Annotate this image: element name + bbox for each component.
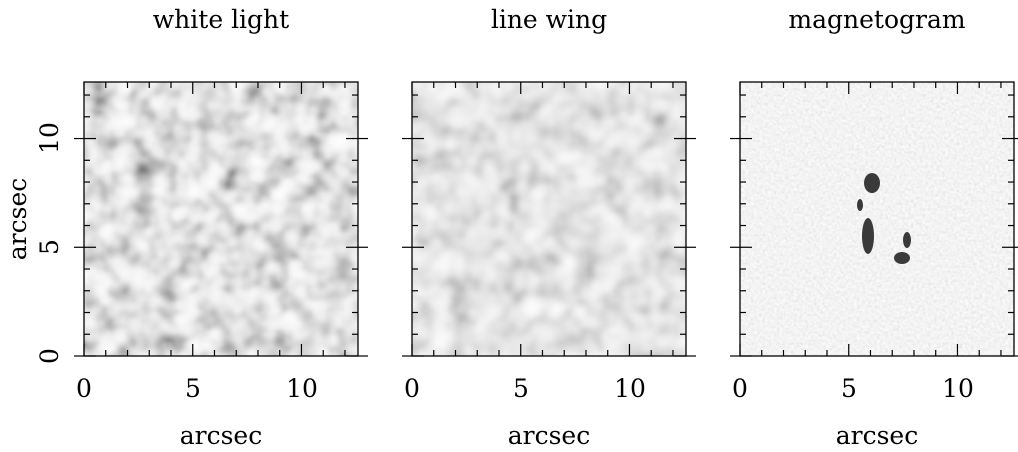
x-tick-label: 0 — [76, 374, 92, 403]
x-axis-label: arcsec — [508, 421, 590, 448]
x-tick-label: 10 — [286, 374, 318, 403]
x-tick-label: 10 — [614, 374, 646, 403]
white-light-frame — [83, 81, 359, 357]
x-tick-label: 5 — [841, 374, 857, 403]
y-axis-label: arcsec — [3, 178, 32, 260]
line-wing-frame — [411, 81, 687, 357]
magnetogram-image — [740, 82, 1014, 356]
panel-title-line-wing: line wing — [491, 5, 607, 34]
x-axis-label: arcsec — [836, 421, 918, 448]
line-wing-image — [412, 82, 686, 356]
x-tick-label: 0 — [404, 374, 420, 403]
magnetogram-frame — [739, 81, 1015, 357]
y-tick-label: 0 — [35, 348, 64, 364]
magnetic-features — [857, 173, 911, 264]
x-tick-label: 5 — [185, 374, 201, 403]
x-axis-label: arcsec — [180, 421, 262, 448]
white-light-image — [84, 82, 358, 356]
x-tick-label: 0 — [732, 374, 748, 403]
x-tick-label: 5 — [513, 374, 529, 403]
panel-line-wing — [411, 81, 687, 357]
panel-title-white-light: white light — [153, 5, 289, 34]
axis-ticks — [74, 82, 1018, 357]
panel-magnetogram — [739, 81, 1015, 357]
panel-white-light — [83, 81, 359, 357]
x-tick-label: 10 — [942, 374, 974, 403]
y-tick-label: 10 — [35, 122, 64, 154]
panel-title-magnetogram: magnetogram — [788, 5, 965, 34]
y-tick-label: 5 — [35, 239, 64, 255]
